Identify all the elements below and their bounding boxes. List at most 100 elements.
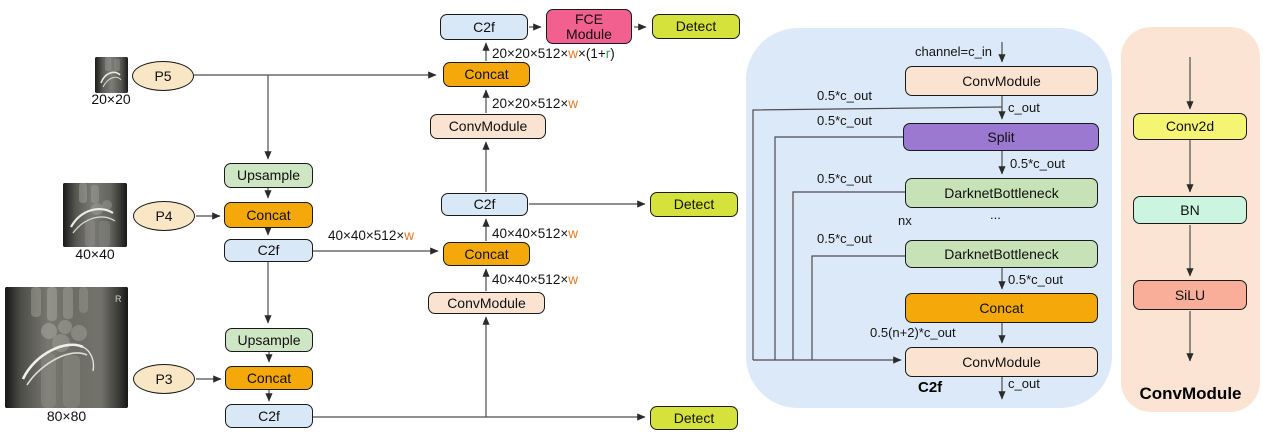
skip-line-split	[774, 136, 903, 360]
pyramid-node-p3-label: P3	[155, 370, 173, 387]
box-convmodule-top-label: ConvModule	[448, 118, 528, 134]
fce-label-line2: Module	[566, 25, 612, 42]
size-label-p4: 40×40	[75, 246, 115, 262]
box-c2f-p3: C2f	[225, 404, 313, 428]
pyramid-node-p5-label: P5	[154, 67, 172, 84]
box-c2f-top: C2f	[440, 14, 528, 40]
box-detail-split: Split	[903, 123, 1099, 151]
box-fce-module: FCE Module	[546, 9, 632, 44]
box-conv2d: Conv2d	[1133, 113, 1247, 140]
label-half-cout-c: 0.5*c_out	[817, 171, 872, 186]
dim-p4left-w: w	[404, 228, 414, 243]
box-concat-p4: Concat	[224, 202, 313, 228]
box-convmodule-mid: ConvModule	[428, 292, 545, 314]
box-conv2d-label: Conv2d	[1165, 118, 1215, 134]
label-repeat-dots: ...	[990, 207, 1001, 222]
box-silu: SiLU	[1133, 280, 1247, 310]
box-upsample-1-label: Upsample	[236, 167, 301, 183]
box-detail-darknet-1-label: DarknetBottleneck	[944, 184, 1059, 201]
pyramid-node-p5: P5	[132, 61, 194, 91]
box-concat-mid: Concat	[443, 242, 530, 266]
skip-line-darknet2	[811, 255, 905, 360]
box-concat-p4-label: Concat	[246, 206, 291, 223]
box-detail-concat-label: Concat	[979, 299, 1024, 316]
box-detail-convmodule-out-label: ConvModule	[962, 353, 1041, 370]
box-upsample-2: Upsample	[225, 328, 313, 352]
box-detail-darknet-1: DarknetBottleneck	[905, 178, 1098, 208]
dim-head-mid: ×(1+	[577, 46, 606, 61]
xray-r-marker: R	[115, 294, 122, 304]
dim-label-p4-upper: 40×40×512×w	[492, 226, 578, 241]
dim-label-p4-left: 40×40×512×w	[328, 228, 414, 243]
xray-image-p4	[63, 183, 127, 247]
box-c2f-p3-label: C2f	[258, 407, 280, 424]
box-concat-p3: Concat	[225, 366, 313, 390]
box-c2f-p4-label: C2f	[257, 242, 280, 258]
box-c2f-top-label: C2f	[473, 18, 495, 35]
label-channel-cin: channel=c_in	[915, 44, 992, 59]
dim-label-p4-lower: 40×40×512×w	[492, 272, 578, 287]
xray-image-p3: R	[5, 287, 128, 408]
box-detect-bottom-label: Detect	[673, 409, 715, 426]
label-nx: nx	[898, 213, 912, 228]
c2f-panel-title: C2f	[918, 379, 943, 396]
box-detail-darknet-2-label: DarknetBottleneck	[944, 245, 1059, 262]
skip-line-darknet1	[792, 191, 905, 360]
box-detect-mid: Detect	[650, 192, 738, 217]
dim-p4left-pre: 40×40×512×	[328, 228, 405, 243]
pyramid-node-p4: P4	[133, 201, 195, 231]
box-c2f-mid: C2f	[441, 193, 528, 216]
label-half-cout-b: 0.5*c_out	[817, 113, 872, 128]
pyramid-node-p3: P3	[133, 364, 195, 394]
box-upsample-2-label: Upsample	[237, 331, 301, 348]
label-cout-top: c_out	[1008, 100, 1040, 115]
dim-label-head: 20×20×512×w×(1+r)	[492, 46, 615, 61]
box-detect-mid-label: Detect	[673, 196, 715, 212]
label-half-cout-d: 0.5*c_out	[817, 231, 872, 246]
box-convmodule-mid-label: ConvModule	[447, 294, 526, 311]
box-detail-convmodule-in-label: ConvModule	[962, 72, 1041, 89]
dim-p4u-pre: 40×40×512×	[492, 226, 569, 241]
size-label-p5: 20×20	[91, 91, 131, 107]
dim-head-w: w	[568, 46, 578, 61]
convmodule-panel-title: ConvModule	[1139, 384, 1242, 403]
box-upsample-1: Upsample	[224, 163, 313, 188]
dim-head-r: r	[605, 46, 611, 61]
box-concat-p3-label: Concat	[246, 369, 292, 386]
dim-head-post: )	[610, 46, 615, 61]
box-concat-top: Concat	[443, 62, 530, 87]
dim-p5-w: w	[568, 96, 578, 111]
dim-p4l-w: w	[568, 272, 578, 287]
box-concat-top-label: Concat	[464, 66, 509, 82]
box-bn-label: BN	[1180, 201, 1200, 218]
label-half-cout-db2: 0.5*c_out	[1008, 272, 1063, 287]
box-detail-convmodule-out: ConvModule	[905, 347, 1098, 377]
box-detail-convmodule-in: ConvModule	[905, 66, 1098, 96]
xray-image-p5	[95, 57, 128, 93]
box-bn: BN	[1133, 196, 1247, 224]
pyramid-node-p4-label: P4	[155, 207, 173, 224]
box-silu-label: SiLU	[1174, 286, 1206, 303]
skip-line-cout	[752, 106, 1003, 360]
box-detail-split-label: Split	[987, 128, 1015, 145]
box-detail-darknet-2: DarknetBottleneck	[905, 240, 1098, 268]
box-convmodule-top: ConvModule	[430, 114, 546, 139]
dim-p4u-w: w	[568, 226, 578, 241]
fce-label-line1: FCE	[575, 10, 603, 27]
box-detect-bottom: Detect	[650, 406, 738, 430]
label-half-cout-a: 0.5*c_out	[817, 88, 872, 103]
dim-p5-pre: 20×20×512×	[492, 96, 569, 111]
box-c2f-mid-label: C2f	[473, 196, 496, 212]
box-concat-mid-label: Concat	[464, 245, 509, 262]
box-detect-top-label: Detect	[675, 18, 717, 34]
dim-head-pre: 20×20×512×	[492, 46, 569, 61]
size-label-p3: 80×80	[46, 408, 87, 424]
box-detail-concat: Concat	[905, 293, 1098, 323]
dim-label-p5: 20×20×512×w	[492, 96, 578, 111]
box-c2f-p4: C2f	[224, 239, 313, 262]
label-cout-bottom: c_out	[1008, 376, 1040, 391]
label-half-cout-split: 0.5*c_out	[1010, 156, 1065, 171]
dim-p4l-pre: 40×40×512×	[492, 272, 569, 287]
